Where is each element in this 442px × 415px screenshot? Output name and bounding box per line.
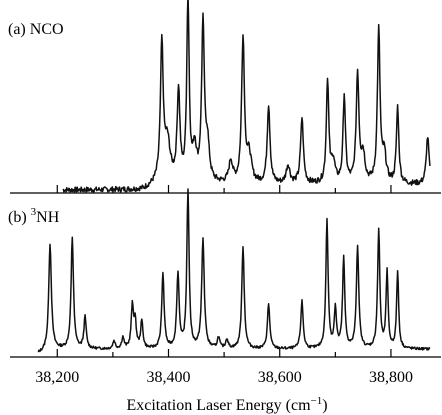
panel-a-nco-spectrum: (a) NCO <box>8 0 441 193</box>
x-tick-label: 38,600 <box>258 369 302 386</box>
panel-b-label: (b) 3NH <box>8 206 60 226</box>
x-tick-label: 38,400 <box>146 369 190 386</box>
x-tick-labels: 38,200 38,400 38,600 38,800 <box>35 369 413 386</box>
panel-a-label: (a) NCO <box>8 21 64 38</box>
panel-b-nh-spectrum: (b) 3NH <box>8 189 441 357</box>
x-tick-label: 38,800 <box>369 369 413 386</box>
x-tick-label: 38,200 <box>35 369 79 386</box>
panel-b-spectrum-line <box>38 189 430 352</box>
x-axis-title: Excitation Laser Energy (cm−1) <box>126 395 327 414</box>
panel-a-spectrum-line <box>63 0 430 192</box>
panel-b-ticks <box>57 349 391 357</box>
